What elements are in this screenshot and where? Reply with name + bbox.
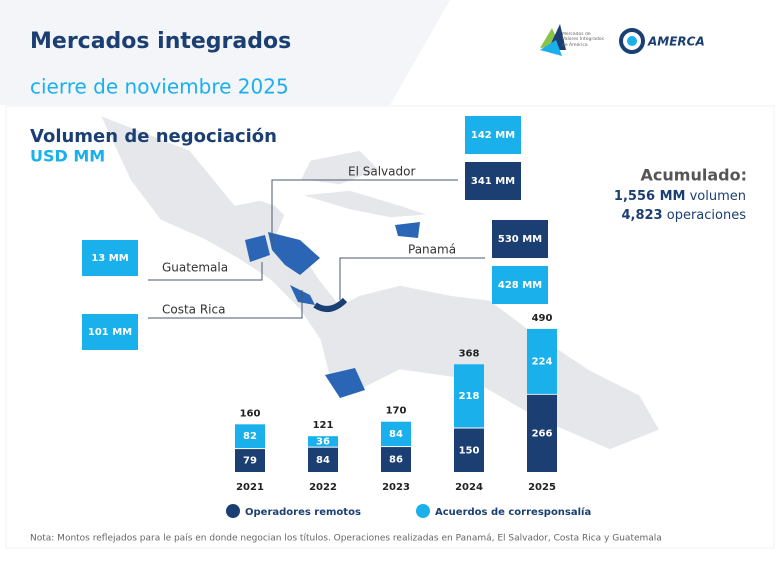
value-box (465, 116, 521, 154)
country-name: Guatemala (162, 261, 228, 275)
logo-text: Mercados de Valores Integrados de Améric… (562, 32, 604, 48)
country-name: Panamá (408, 243, 456, 257)
ecuador-shape (325, 368, 365, 398)
leader-el-salvador (271, 179, 458, 248)
segment-label: 84 (389, 429, 403, 440)
panama-shape (313, 297, 348, 312)
island-shape (395, 222, 420, 238)
florida (298, 149, 382, 186)
accumulated-volume: 1,556 MM volumen (614, 189, 746, 204)
accumulated-value: 1,556 MM (614, 189, 686, 204)
country-name: Costa Rica (162, 303, 225, 317)
segment-label: 82 (243, 431, 257, 442)
x-tick-label: 2022 (309, 482, 337, 493)
logo-text-box: Mercados de Valores Integrados de Améric… (562, 32, 604, 48)
total-label: 368 (459, 348, 480, 359)
panel-unit: USD MM (30, 147, 105, 166)
value-box (492, 220, 548, 258)
segment-label: 224 (532, 356, 553, 367)
bar-segment (235, 449, 265, 472)
cuba (299, 189, 431, 219)
note: Nota: Montos reflejados para le país en … (30, 534, 662, 544)
value-box (82, 314, 138, 350)
leaders (148, 179, 485, 319)
segment-label: 36 (316, 436, 330, 447)
x-tick-label: 2021 (236, 482, 264, 493)
accumulated-value: 4,823 (621, 208, 662, 223)
x-tick-label: 2023 (382, 482, 410, 493)
segment-label: 150 (459, 445, 480, 456)
segment-label: 266 (532, 428, 553, 439)
land (98, 113, 662, 451)
total-label: 170 (386, 406, 407, 417)
bar-segment (454, 428, 484, 472)
leader-costa-rica (148, 290, 303, 319)
logo-dot (627, 36, 637, 46)
segment-label: 86 (389, 455, 403, 466)
total-label: 160 (240, 408, 261, 419)
bar-segment (527, 328, 557, 394)
segment-label: 84 (316, 455, 330, 466)
bar-segment (235, 424, 265, 449)
country-value: 341 MM (471, 176, 515, 187)
header-shade (0, 0, 450, 105)
leader-guatemala (148, 262, 263, 281)
country-value: 13 MM (91, 253, 128, 264)
legend-label: Acuerdos de corresponsalía (435, 506, 591, 518)
legend-marker (416, 504, 430, 518)
legend-marker (226, 504, 240, 518)
x-tick-label: 2024 (455, 482, 483, 493)
country-value: 142 MM (471, 130, 515, 141)
bar-segment (527, 394, 557, 472)
country-name: El Salvador (348, 165, 415, 179)
map (98, 113, 662, 451)
accumulated-label: operaciones (667, 208, 746, 223)
value-box (465, 162, 521, 200)
chart: 79 82 160 2021 84 36 121 2022 86 84 170 2023 150 218 3… (226, 313, 591, 518)
total-label: 490 (532, 313, 553, 324)
guatemala-shape (245, 235, 270, 262)
title: Mercados integrados (30, 29, 291, 54)
logo-right: AMERCA (647, 35, 705, 49)
accumulated-label: volumen (690, 189, 746, 204)
country-value: 101 MM (88, 327, 132, 338)
segment-label: 79 (243, 456, 257, 467)
legend-label: Operadores remotos (245, 507, 361, 518)
country-value: 530 MM (498, 234, 542, 245)
accumulated-operations: 4,823 operaciones (621, 208, 746, 223)
subtitle: cierre de noviembre 2025 (30, 75, 289, 99)
segment-label: 218 (459, 391, 480, 402)
bar-segment (381, 421, 411, 447)
logo-shape (540, 40, 562, 56)
logo-ring (619, 28, 645, 54)
x-tick-label: 2025 (528, 482, 556, 493)
total-label: 121 (313, 420, 334, 431)
bar-segment (308, 447, 338, 472)
bar-segment (381, 447, 411, 472)
country-value: 428 MM (498, 280, 542, 291)
bar-segment (308, 436, 338, 447)
honduras-shape (268, 232, 320, 275)
accumulated-title: Acumulado: (641, 166, 747, 185)
leader-panama (339, 257, 485, 300)
value-box (492, 266, 548, 304)
value-box (82, 240, 138, 276)
panel-title: Volumen de negociación (30, 126, 277, 147)
logo-left: Mercados de Valores Integrados de Améric… (540, 24, 604, 56)
bar-segment (454, 364, 484, 428)
